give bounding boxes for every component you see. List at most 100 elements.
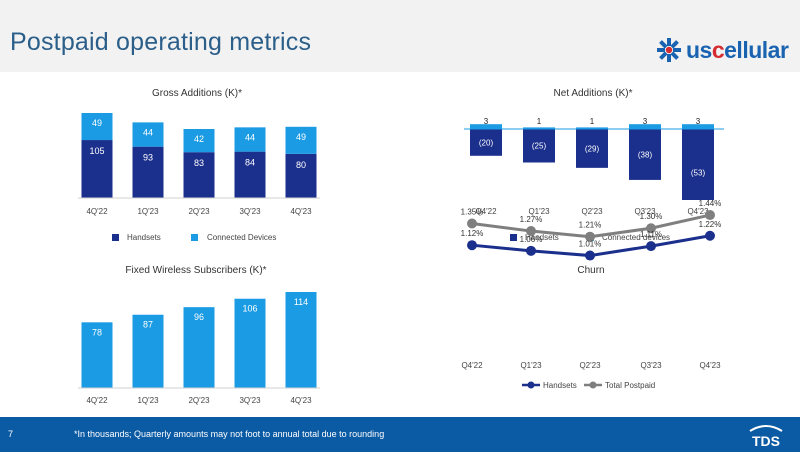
- net-legend-swatch-handsets: [510, 234, 517, 241]
- gross-bar-connected: [81, 113, 113, 141]
- net-legend-label-handsets: Handsets: [525, 233, 559, 242]
- header-band: Postpaid operating metrics uscellular: [0, 0, 800, 72]
- gross-tick-label: 2Q'23: [188, 207, 210, 216]
- net-bar-handsets: [523, 129, 555, 163]
- tds-logo-text: TDS: [752, 433, 780, 449]
- net-bar-handsets: [682, 129, 714, 200]
- fws-tick-label: 4Q'23: [290, 396, 312, 405]
- net-label-handsets: (29): [585, 144, 600, 153]
- net-tick-label: Q4'22: [475, 207, 497, 216]
- gross-legend-label-connected: Connected Devices: [207, 233, 276, 242]
- churn-tick-label: Q4'23: [699, 361, 721, 370]
- net-label-connected: 3: [484, 117, 489, 126]
- churn-label-total: 1.35%: [461, 208, 484, 217]
- fws-bar: [285, 292, 317, 388]
- charts-canvas: Gross Additions (K)* 105 49 4Q'22 93 44 1Q'23 8…: [78, 88, 724, 405]
- net-tick-label: Q2'23: [581, 207, 603, 216]
- gross-title: Gross Additions (K)*: [152, 88, 242, 99]
- churn-tick-label: Q4'22: [461, 361, 483, 370]
- gross-legend-swatch-connected: [191, 234, 198, 241]
- gross-bar-connected: [132, 122, 164, 147]
- gross-bar-connected: [183, 129, 215, 153]
- gross-label-connected: 44: [245, 132, 255, 142]
- fws-value-label: 106: [242, 304, 257, 314]
- net-bar-handsets: [576, 129, 608, 168]
- fws-bar: [183, 307, 215, 388]
- fws-tick-label: 1Q'23: [137, 396, 159, 405]
- churn-point-handsets: [467, 240, 477, 251]
- net-tick-label: Q3'23: [634, 207, 656, 216]
- footer-band: 7 *In thousands; Quarterly amounts may n…: [0, 417, 800, 452]
- net-title: Net Additions (K)*: [554, 88, 633, 99]
- gross-bar-connected: [285, 126, 317, 154]
- fws-value-label: 87: [143, 320, 153, 330]
- fws-title: Fixed Wireless Subscribers (K)*: [125, 265, 266, 276]
- net-bar-handsets: [470, 129, 502, 156]
- gross-label-connected: 49: [296, 132, 306, 142]
- page-title: Postpaid operating metrics: [10, 28, 312, 56]
- net-tick-label: Q1'23: [528, 207, 550, 216]
- net-legend-label-connected: Connected devices: [602, 233, 670, 242]
- churn-point-total: [585, 231, 595, 242]
- gross-label-handsets: 80: [296, 160, 306, 170]
- gross-label-handsets: 105: [89, 146, 104, 156]
- logo-wordmark: uscellular: [686, 36, 789, 63]
- churn-point-handsets: [705, 230, 715, 241]
- churn-label-total: 1.27%: [520, 215, 543, 224]
- footnote: *In thousands; Quarterly amounts may not…: [74, 429, 385, 439]
- gross-tick-label: 4Q'23: [290, 207, 312, 216]
- churn-label-total: 1.21%: [579, 221, 602, 230]
- churn-label-handsets: 1.12%: [461, 229, 484, 238]
- churn-label-total: 1.30%: [640, 212, 663, 221]
- fws-bar: [132, 314, 164, 388]
- churn-title: Churn: [577, 265, 604, 276]
- churn-legend-marker-total: [589, 381, 597, 389]
- churn-point-total: [646, 223, 656, 234]
- fws-tick-label: 4Q'22: [86, 396, 108, 405]
- churn-point-total: [467, 218, 477, 229]
- churn-tick-label: Q2'23: [579, 361, 601, 370]
- gross-bar-handsets: [81, 140, 113, 198]
- fws-value-label: 78: [92, 327, 102, 337]
- net-label-handsets: (53): [691, 169, 706, 178]
- gross-tick-label: 4Q'22: [86, 207, 108, 216]
- gross-bar-handsets: [183, 152, 215, 198]
- net-label-connected: 1: [537, 117, 542, 126]
- gross-label-connected: 42: [194, 134, 204, 144]
- page-number: 7: [8, 429, 14, 439]
- gross-tick-label: 3Q'23: [239, 207, 261, 216]
- churn-legend-marker-handsets: [527, 381, 535, 389]
- churn-point-handsets: [585, 250, 595, 261]
- gross-label-handsets: 83: [194, 158, 204, 168]
- gross-bar-handsets: [285, 153, 317, 198]
- net-label-connected: 3: [696, 117, 701, 126]
- star-icon: [657, 38, 681, 62]
- gross-label-handsets: 93: [143, 153, 153, 163]
- gross-label-handsets: 84: [245, 158, 255, 168]
- churn-label-total: 1.44%: [699, 199, 722, 208]
- churn-point-handsets: [646, 241, 656, 252]
- churn-point-total: [705, 210, 715, 221]
- churn-tick-label: Q1'23: [520, 361, 542, 370]
- net-bar-connected: [576, 127, 608, 129]
- tds-logo: TDS: [749, 425, 783, 449]
- fws-tick-label: 3Q'23: [239, 396, 261, 405]
- net-bar-connected: [523, 127, 555, 129]
- net-label-connected: 1: [590, 117, 595, 126]
- net-bar-connected: [629, 124, 661, 129]
- gross-legend-label-handsets: Handsets: [127, 233, 161, 242]
- churn-point-handsets: [526, 245, 536, 256]
- churn-legend-label-handsets: Handsets: [543, 381, 577, 390]
- net-tick-label: Q4'23: [687, 207, 709, 216]
- net-label-handsets: (25): [532, 142, 547, 151]
- net-bar-connected: [470, 124, 502, 129]
- churn-point-total: [526, 226, 536, 237]
- gross-legend-swatch-handsets: [112, 234, 119, 241]
- uscellular-logo: uscellular: [656, 35, 789, 65]
- gross-bar-connected: [234, 127, 266, 152]
- net-label-connected: 3: [643, 117, 648, 126]
- churn-label-handsets: 1.06%: [520, 235, 543, 244]
- churn-label-handsets: 1.11%: [640, 230, 662, 239]
- gross-label-connected: 49: [92, 118, 102, 128]
- net-bar-handsets: [629, 129, 661, 180]
